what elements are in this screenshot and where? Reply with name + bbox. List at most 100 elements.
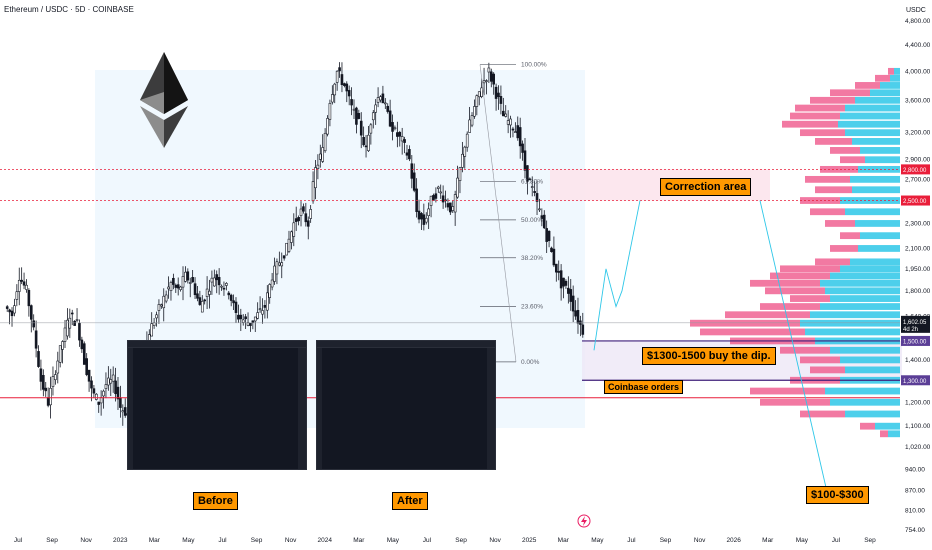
volume-bar-pink [820,165,858,173]
candle-body [32,320,35,328]
candle-body [494,86,498,99]
candle-body [285,242,288,256]
volume-bar-cyan [830,398,900,406]
candle-body [253,316,257,322]
candle-body [555,263,558,273]
correction-area-label: Correction area [660,178,752,196]
candle-body [5,306,9,309]
candle-body [123,407,127,416]
candle-body [75,319,79,321]
volume-bar-cyan [838,120,900,128]
volume-bar-pink [810,208,845,216]
candle-body [376,97,380,103]
candle-body [256,312,259,319]
candle-body [196,293,199,299]
candle-body [78,322,81,341]
candle-body [229,294,233,301]
candle-body [34,330,38,349]
candle-body [150,323,154,337]
candle-body [502,110,505,117]
fib-trendline [479,64,517,362]
projection-up-path [593,200,641,351]
candle-body [369,124,373,134]
candle-body [280,262,284,267]
volume-bar-pink [770,272,830,280]
volume-bar-pink [700,328,805,336]
candle-body [164,294,168,302]
candle-body [258,308,262,311]
volume-bar-cyan [830,295,900,302]
currency-label: USDC [906,7,926,14]
candle-body [302,206,305,212]
candle-body [562,277,565,287]
candle-body [73,320,76,326]
volume-bar-pink [760,398,830,406]
lightning-icon[interactable] [577,514,591,528]
candle-body [345,83,349,92]
volume-bar-cyan [875,422,900,430]
volume-bar-cyan [810,311,900,319]
volume-bar-pink [790,295,830,302]
volume-bar-cyan [820,303,900,310]
candle-body [70,312,74,315]
time-axis-tick: Mar [353,537,365,544]
candle-body [489,71,493,82]
volume-bar-cyan [840,356,900,364]
price-axis-tick: 2,100.00 [905,245,931,252]
candle-body [29,305,33,320]
candle-body [282,255,286,259]
candle-body [547,230,551,242]
volume-bar-pink [790,112,840,120]
volume-bar-pink [810,96,855,104]
candle-body [386,105,390,112]
candle-body [44,387,48,392]
candle-body [441,195,445,203]
candle-body [567,287,570,294]
candle-body [297,216,300,222]
candle-body [535,193,539,202]
candle-body [506,120,510,125]
candle-body [309,209,312,219]
candle-body [379,96,382,101]
price-axis-tick: 4,800.00 [905,18,931,25]
candle-body [114,380,117,395]
price-axis-tick: 1,100.00 [905,423,931,430]
price-axis-tick: 2,300.00 [905,220,931,227]
candle-body [157,304,161,311]
volume-bar-pink [840,156,865,164]
candle-body [436,186,440,189]
fib-level-label: 61.80% [521,178,543,185]
volume-bar-cyan [845,410,900,418]
volume-bar-pink [830,89,870,97]
candle-body [102,390,105,397]
volume-bar-pink [805,175,850,183]
volume-bar-pink [760,303,820,310]
price-axis-tick: 4,000.00 [905,68,931,75]
candle-body [167,286,170,290]
candle-body [116,386,120,400]
candle-body [275,261,279,275]
candle-body [278,262,281,266]
time-axis-tick: Sep [660,537,672,544]
price-axis-tick: 1,020.00 [905,444,931,451]
candle-body [557,271,561,273]
candle-body [237,314,240,320]
candle-body [333,83,337,96]
candle-body [292,222,296,237]
volume-bar-cyan [845,366,900,374]
volume-bar-cyan [894,67,900,75]
candle-body [104,384,108,389]
time-axis-tick: Mar [762,537,774,544]
candle-body [213,277,216,287]
candle-body [521,143,524,153]
candle-body [203,299,206,302]
candle-body [15,291,19,300]
candle-body [222,287,226,290]
current-price-label: 1,602.05 [903,320,927,326]
volume-bar-cyan [858,245,900,252]
candle-body [162,295,166,309]
candle-body [82,343,86,365]
candle-body [340,74,344,86]
price-axis-tick: 2,900.00 [905,157,931,164]
candle-body [468,119,471,133]
